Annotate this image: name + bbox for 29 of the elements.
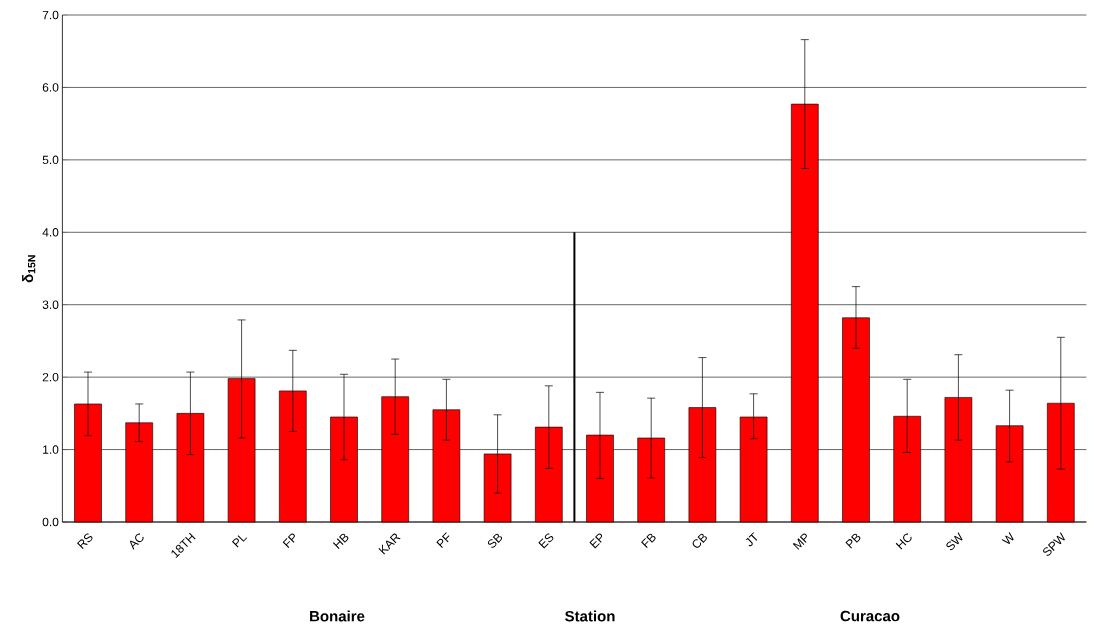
x-tick-label: CB: [692, 533, 707, 548]
y-tick-label: 3.0: [42, 300, 59, 309]
x-tick-label: PF: [436, 532, 450, 548]
text: Curacao: [840, 610, 900, 622]
x-tick-label: AC: [129, 533, 144, 550]
x-tick-label: FB: [641, 533, 656, 548]
x-tick-label: HB: [332, 533, 349, 549]
y-tick-label: 1.0: [43, 445, 59, 454]
y-tick-label: 4.0: [42, 228, 59, 237]
y-tick-label: 0.0: [42, 517, 59, 527]
text: Station: [565, 610, 615, 622]
x-tick-label: W: [1001, 532, 1014, 545]
x-tick-label: MP: [792, 533, 807, 550]
x-tick-label: PL: [231, 535, 248, 548]
x-tick-label: ES: [538, 533, 554, 549]
y-tick-label: 7.0: [42, 10, 59, 20]
x-tick-label: FP: [282, 533, 295, 548]
x-tick-label: EP: [589, 533, 603, 549]
y-axis-title: δ$_{15N}$: [22, 255, 36, 283]
x-tick-label: SW: [946, 532, 963, 551]
x-tick-label: HC: [895, 533, 912, 550]
x-tick-label: JT: [745, 532, 758, 547]
x-tick-label: RS: [77, 533, 93, 550]
text: Bonaire: [310, 610, 365, 622]
y-tick-label: 2.0: [42, 372, 59, 382]
y-tick-label: 5.0: [42, 155, 59, 165]
x-tick-label: PB: [845, 533, 861, 549]
x-tick-label: SB: [487, 533, 503, 548]
y-tick-label: 6.0: [42, 83, 59, 92]
